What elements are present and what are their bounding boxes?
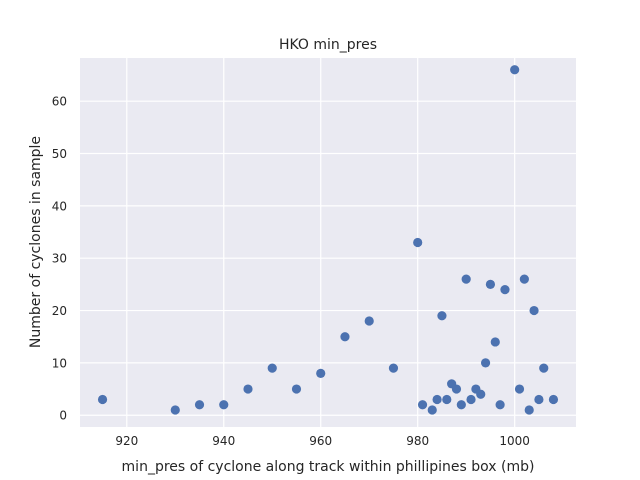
data-point — [476, 389, 486, 399]
data-point — [524, 405, 534, 415]
data-point — [519, 274, 529, 284]
data-point — [413, 237, 423, 248]
x-axis-label: min_pres of cyclone along track within p… — [122, 459, 535, 475]
data-point — [451, 384, 462, 394]
data-points — [97, 65, 559, 415]
y-tick-label: 10 — [52, 356, 67, 370]
data-point — [219, 400, 229, 410]
data-point — [97, 394, 108, 405]
data-point — [480, 358, 491, 368]
x-tick-label: 960 — [309, 434, 332, 448]
x-tick-label: 940 — [212, 434, 235, 448]
data-point — [534, 394, 544, 405]
data-point — [427, 405, 437, 415]
data-point — [316, 368, 326, 378]
data-point — [495, 400, 505, 410]
data-point — [529, 305, 539, 316]
y-tick-label: 30 — [52, 252, 67, 266]
data-point — [243, 384, 253, 394]
data-point — [194, 400, 205, 410]
x-tick-label: 920 — [115, 434, 138, 448]
data-point — [510, 65, 520, 75]
data-point — [291, 384, 302, 394]
y-tick-label: 0 — [59, 409, 67, 423]
data-point — [432, 394, 442, 405]
data-point — [417, 400, 428, 410]
y-tick-label: 40 — [52, 199, 67, 213]
x-tick-label: 1000 — [499, 434, 530, 448]
y-axis-label: Number of cyclones in sample — [28, 136, 44, 348]
data-point — [340, 332, 350, 342]
data-point — [514, 384, 525, 394]
data-point — [388, 363, 399, 373]
data-point — [461, 274, 471, 284]
data-point — [364, 316, 374, 326]
data-point — [539, 363, 549, 373]
y-tick-label: 20 — [52, 304, 67, 318]
data-point — [490, 337, 500, 347]
x-tick-labels: 920 940 960 980 1000 — [115, 434, 530, 448]
data-point — [267, 363, 277, 373]
data-point — [170, 405, 180, 415]
data-point — [548, 394, 559, 405]
data-point — [500, 285, 510, 295]
data-point — [456, 400, 466, 410]
data-point — [485, 279, 496, 289]
x-tick-label: 980 — [406, 434, 429, 448]
grid-lines — [80, 58, 576, 427]
data-point — [466, 394, 476, 405]
y-tick-label: 50 — [52, 147, 67, 161]
data-point — [437, 311, 447, 321]
y-tick-labels: 0 10 20 30 40 50 60 — [52, 95, 67, 423]
y-tick-label: 60 — [52, 95, 67, 109]
plot-area — [80, 58, 576, 427]
data-point — [442, 394, 452, 405]
chart-title: HKO min_pres — [279, 37, 377, 53]
